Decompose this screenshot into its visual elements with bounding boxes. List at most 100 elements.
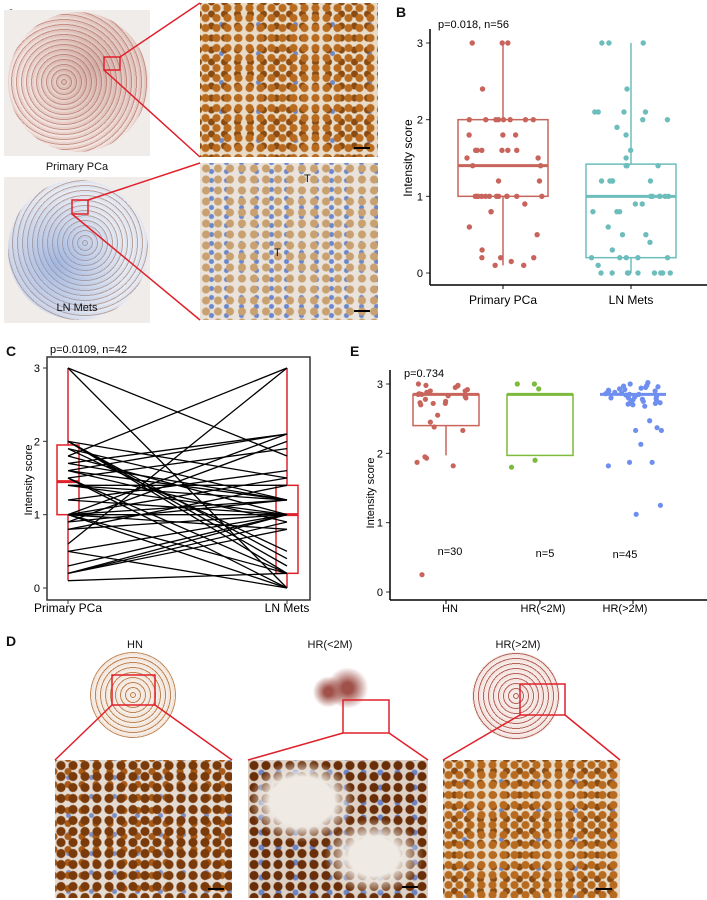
xtick-label: HN	[442, 603, 458, 615]
micrograph-hr-lt2m	[248, 760, 428, 898]
data-point	[423, 382, 429, 388]
tumor-marker: T	[274, 247, 281, 259]
paired-line	[67, 484, 288, 516]
data-point	[605, 463, 611, 469]
data-point	[534, 231, 540, 238]
paired-line	[67, 514, 288, 552]
data-point	[495, 193, 502, 200]
data-point	[435, 412, 441, 418]
micrograph-hr-gt2m	[443, 760, 620, 898]
chart-b: p=0.018, n=56 Intensity score Primary PC…	[401, 19, 707, 307]
data-point	[609, 178, 616, 184]
data-point	[660, 270, 666, 276]
data-point	[508, 464, 515, 470]
data-point	[479, 254, 485, 261]
data-point	[514, 193, 520, 200]
caption-hr-lt2m: HR(<2M)	[307, 639, 353, 651]
data-point	[431, 424, 437, 430]
data-point	[479, 86, 486, 92]
data-point	[642, 403, 648, 409]
ylabel-e: Intensity score	[365, 458, 377, 529]
data-point	[479, 147, 485, 154]
box	[506, 393, 574, 457]
data-point	[619, 390, 625, 396]
data-point	[623, 254, 629, 261]
data-point	[535, 155, 541, 161]
data-point	[635, 254, 641, 261]
data-point	[466, 116, 472, 123]
data-point	[539, 193, 545, 200]
caption-hr-gt2m: HR(>2M)	[495, 639, 541, 651]
data-point	[652, 400, 658, 407]
data-point	[536, 178, 543, 184]
y-tick-label: 2	[417, 115, 423, 127]
data-point	[652, 388, 658, 394]
data-point	[638, 385, 644, 391]
data-point	[422, 396, 429, 402]
data-point	[505, 40, 511, 46]
data-point	[492, 262, 498, 269]
data-point	[633, 511, 639, 517]
data-point	[469, 162, 476, 169]
data-point	[414, 459, 420, 465]
data-point	[482, 193, 489, 200]
data-point	[638, 441, 644, 447]
data-point	[662, 193, 668, 200]
panel-d-label: D	[6, 633, 17, 649]
data-point	[640, 116, 646, 123]
data-point	[462, 388, 468, 394]
data-point	[598, 178, 605, 184]
data-point	[657, 400, 663, 406]
data-point	[630, 402, 636, 408]
data-point	[647, 418, 653, 424]
data-point	[486, 193, 493, 200]
data-point	[521, 262, 527, 269]
data-point	[612, 389, 618, 395]
data-point	[514, 381, 520, 387]
chart-c: p=0.0109, n=42 Intensity score Primary P…	[23, 344, 311, 615]
data-point	[616, 208, 623, 215]
n-label: n=30	[438, 546, 463, 558]
paired-line	[67, 448, 288, 479]
data-point	[627, 147, 634, 154]
data-point	[624, 86, 630, 92]
data-point	[606, 40, 612, 46]
data-point	[450, 463, 456, 469]
data-point	[537, 162, 544, 169]
data-point	[499, 40, 505, 46]
box	[457, 118, 549, 198]
data-point	[617, 254, 623, 261]
paired-line	[67, 484, 288, 530]
zoom-connector	[247, 732, 344, 761]
data-point	[424, 389, 430, 395]
y-tick-label: 0	[34, 583, 40, 595]
data-point	[530, 116, 537, 123]
paired-line	[67, 514, 288, 530]
data-point	[505, 147, 511, 154]
zoom-connector	[564, 714, 621, 761]
plot-frame	[46, 356, 311, 601]
data-point	[452, 384, 458, 391]
data-point	[493, 116, 499, 123]
data-point	[531, 254, 537, 261]
data-point	[614, 124, 620, 131]
paired-line	[67, 514, 288, 574]
data-point	[654, 425, 660, 431]
scale-bar	[402, 886, 418, 888]
paired-line	[67, 572, 288, 582]
data-point	[531, 381, 537, 387]
data-point	[514, 147, 520, 154]
data-point	[642, 109, 649, 115]
data-point	[463, 395, 469, 401]
data-point	[640, 40, 646, 46]
data-point	[603, 391, 609, 397]
paired-line	[67, 440, 288, 523]
data-point	[419, 572, 425, 578]
xtick-label: Primary PCa	[469, 293, 537, 307]
data-point	[621, 109, 627, 115]
caption-ln-mets: LN Mets	[56, 302, 98, 314]
data-point	[647, 178, 654, 184]
data-point	[415, 381, 422, 387]
data-point	[415, 391, 421, 397]
